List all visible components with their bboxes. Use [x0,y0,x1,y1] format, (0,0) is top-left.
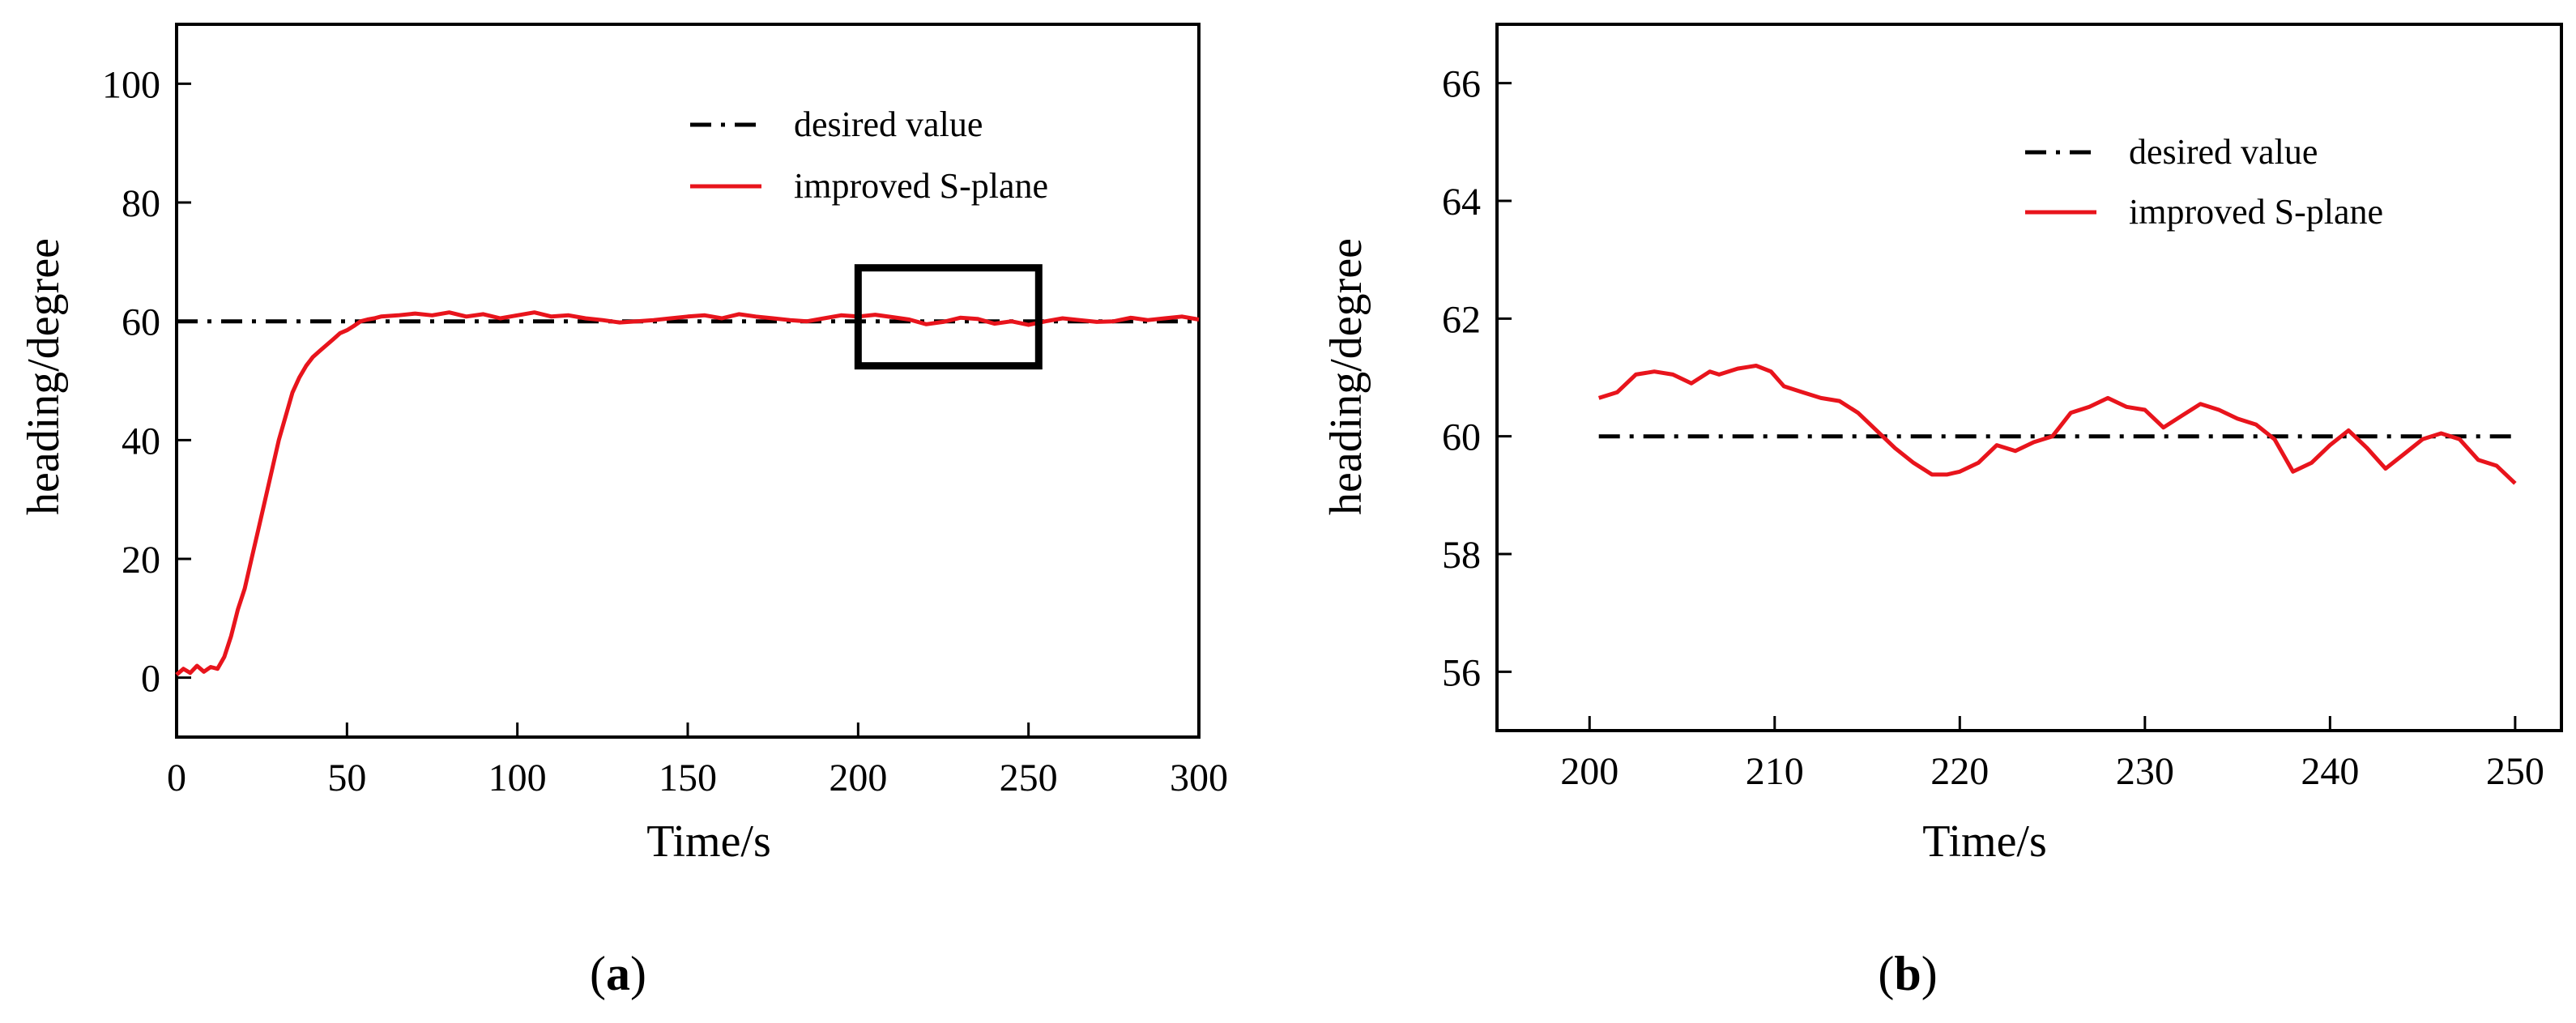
panel-a-legend: desired value improved S-plane [690,104,1048,206]
y-tick-label: 56 [1442,651,1481,694]
x-tick-label: 100 [488,757,547,799]
x-tick-label: 150 [659,757,717,799]
panel-b-letter: b [1894,947,1921,1000]
x-tick-label: 240 [2301,750,2359,793]
panel-a-y-axis-label: heading/degree [19,238,69,515]
y-tick-label: 58 [1442,534,1481,577]
x-tick-label: 220 [1930,750,1989,793]
panel-a-label: (a) [590,947,646,1000]
y-tick-label: 100 [102,63,160,106]
panel-b: 200 210 220 230 240 250 56 58 60 62 64 66 Time/s h… [1321,23,2563,1000]
y-tick-label: 0 [141,658,160,701]
panel-a-axes-frame [175,23,1201,739]
x-tick-label: 300 [1170,757,1228,799]
panel-a-x-axis-label: Time/s [646,816,771,867]
panel-b-x-ticks: 200 210 220 230 240 250 [1560,716,2544,793]
panel-a: 0 50 100 150 200 250 300 0 20 40 60 80 100 Time/s h… [19,23,1228,1000]
x-tick-label: 230 [2116,750,2174,793]
panel-b-legend-desired-label: desired value [2129,132,2318,172]
panel-b-legend-splane-label: improved S-plane [2129,192,2383,232]
panel-a-letter: a [606,947,630,1000]
panel-a-series-improved-s-plane [175,310,1200,676]
x-tick-label: 250 [2486,750,2544,793]
y-tick-label: 66 [1442,63,1481,106]
panel-b-label: (b) [1878,947,1937,1000]
y-tick-label: 62 [1442,298,1481,341]
panel-b-y-ticks: 56 58 60 62 64 66 [1442,63,1512,694]
y-tick-label: 20 [122,539,160,582]
panel-a-y-ticks: 0 20 40 60 80 100 [102,63,191,701]
y-tick-label: 40 [122,420,160,462]
panel-a-zoom-box [854,264,1043,370]
panel-a-legend-desired-label: desired value [794,104,983,144]
x-tick-label: 200 [829,757,887,799]
panel-b-y-axis-label: heading/degree [1321,238,1371,515]
y-tick-label: 60 [122,301,160,344]
panel-b-axes-frame [1495,23,2563,732]
x-tick-label: 210 [1746,750,1804,793]
y-tick-label: 60 [1442,416,1481,459]
x-tick-label: 0 [167,757,186,799]
panel-b-plot-area [1495,23,2563,732]
x-tick-label: 250 [1000,757,1058,799]
x-tick-label: 50 [327,757,366,799]
y-tick-label: 64 [1442,181,1481,224]
panel-b-legend: desired value improved S-plane [2025,132,2383,232]
y-tick-label: 80 [122,182,160,225]
panel-a-plot-area [175,23,1201,739]
panel-a-legend-splane-label: improved S-plane [794,166,1048,206]
panel-b-x-axis-label: Time/s [1922,816,2047,867]
x-tick-label: 200 [1560,750,1619,793]
panel-b-series-improved-s-plane [1597,364,2517,485]
panel-a-x-ticks: 0 50 100 150 200 250 300 [167,722,1228,799]
